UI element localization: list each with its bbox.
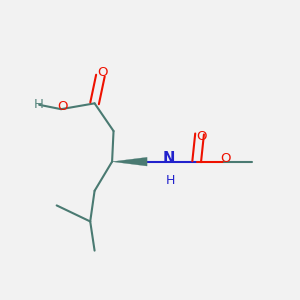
Text: O: O (98, 66, 108, 79)
Text: O: O (220, 152, 231, 165)
Text: O: O (196, 130, 206, 143)
Text: N: N (163, 151, 175, 166)
Text: H: H (34, 98, 44, 111)
Text: O: O (57, 100, 68, 113)
Polygon shape (112, 157, 147, 166)
Text: H: H (166, 174, 175, 187)
